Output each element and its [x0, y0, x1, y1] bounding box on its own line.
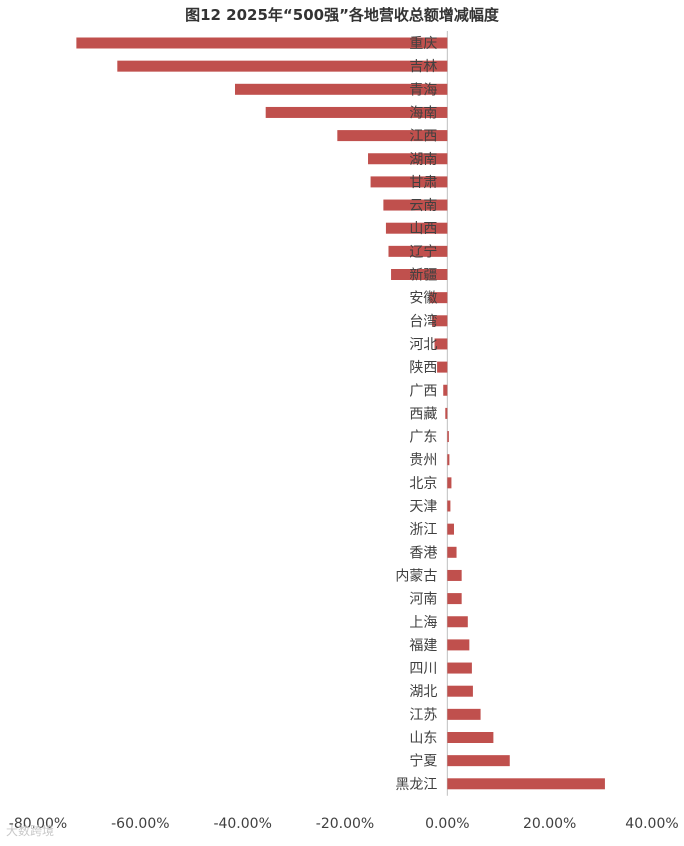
category-label: 天津	[409, 499, 437, 515]
chart-title: 图12 2025年“500强”各地营收总额增减幅度	[185, 6, 499, 24]
x-tick-label: -40.00%	[213, 816, 271, 832]
category-label: 湖北	[409, 684, 437, 700]
bar	[447, 708, 481, 720]
bar	[117, 60, 448, 72]
bar	[388, 245, 448, 257]
bar	[234, 83, 448, 95]
category-label: 香港	[409, 545, 437, 561]
bar	[431, 315, 448, 327]
category-label: 黑龙江	[395, 777, 437, 793]
category-label: 江苏	[409, 707, 437, 723]
category-label: 山东	[409, 731, 437, 747]
category-label: 辽宁	[409, 243, 437, 260]
x-tick-label: 0.00%	[425, 816, 469, 832]
bar	[445, 407, 448, 419]
bar	[447, 685, 473, 697]
bar	[265, 106, 448, 118]
bar	[447, 755, 510, 767]
bar	[447, 639, 470, 651]
category-label: 上海	[409, 615, 437, 631]
bar	[447, 662, 472, 674]
category-label: 福建	[409, 638, 437, 654]
category-label: 台湾	[409, 313, 437, 330]
category-label: 江西	[409, 129, 437, 145]
bar	[370, 176, 448, 188]
category-label: 新疆	[409, 268, 437, 284]
category-label: 北京	[409, 476, 437, 492]
category-label: 陕西	[409, 360, 437, 376]
bar	[447, 454, 450, 466]
bar	[447, 546, 457, 558]
category-label: 山西	[409, 221, 437, 237]
bar	[76, 37, 448, 49]
category-label: 海南	[409, 105, 437, 121]
x-tick-label: -80.00%	[9, 816, 67, 832]
bar	[368, 153, 448, 165]
bar	[447, 593, 462, 605]
category-label: 河北	[409, 337, 437, 353]
bar	[383, 199, 448, 211]
bar	[447, 477, 452, 489]
category-label: 西藏	[409, 406, 437, 422]
category-label: 重庆	[409, 36, 437, 52]
category-label: 吉林	[409, 59, 437, 75]
bar	[447, 569, 462, 581]
category-label: 河南	[409, 592, 437, 608]
x-tick-label: -60.00%	[111, 816, 169, 832]
watermark: 大数跨境	[6, 824, 55, 838]
bar	[447, 616, 468, 628]
category-label: 云南	[409, 198, 437, 214]
category-label: 广西	[409, 383, 437, 399]
bar	[443, 384, 448, 396]
bar	[447, 500, 451, 512]
bar	[447, 431, 449, 443]
category-label: 四川	[409, 661, 437, 677]
bar	[429, 292, 448, 304]
category-label: 内蒙古	[395, 568, 437, 584]
category-label: 浙江	[409, 522, 437, 538]
category-label: 贵州	[409, 453, 437, 469]
bar	[385, 222, 448, 234]
category-label: 甘肃	[409, 175, 437, 191]
category-label: 广东	[409, 430, 437, 446]
x-tick-label: -20.00%	[316, 816, 374, 832]
x-tick-label: 40.00%	[625, 816, 678, 832]
bar	[337, 130, 448, 142]
bar	[447, 732, 494, 743]
bar	[447, 778, 605, 790]
category-label: 青海	[409, 82, 437, 98]
bar	[447, 523, 454, 535]
bar	[437, 361, 448, 373]
category-label: 安徽	[409, 291, 437, 307]
category-label: 宁夏	[409, 753, 437, 770]
category-label: 湖南	[409, 152, 437, 168]
x-tick-label: 20.00%	[523, 816, 576, 832]
bar	[434, 338, 448, 350]
bar	[391, 269, 448, 280]
